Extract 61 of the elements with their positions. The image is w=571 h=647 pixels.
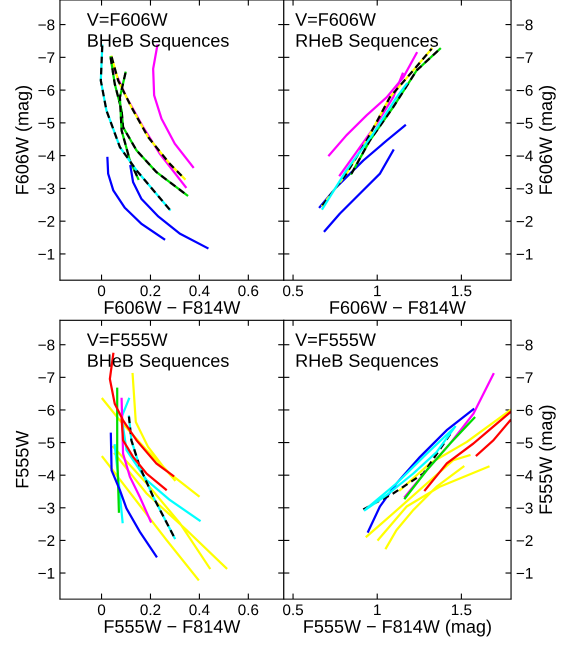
y-tick-label: −8 bbox=[516, 340, 533, 350]
y-tick-label: −8 bbox=[38, 340, 54, 350]
y-tick-label: −8 bbox=[516, 19, 533, 30]
x-tick-label: 1.5 bbox=[452, 604, 472, 616]
x-axis-title: F606W − F814W bbox=[104, 301, 240, 314]
y-tick-label: −2 bbox=[516, 216, 533, 227]
y-tick-label: −2 bbox=[38, 535, 54, 546]
x-tick-label: 0.5 bbox=[283, 285, 304, 296]
annotation: BHeB Sequences bbox=[88, 34, 229, 50]
x-tick-label: 0.2 bbox=[140, 604, 160, 616]
x-tick-label: 0.5 bbox=[283, 604, 304, 616]
x-tick-label: 0.6 bbox=[238, 604, 258, 616]
y-tick-label: −6 bbox=[516, 404, 533, 416]
y-tick-label: −1 bbox=[516, 248, 533, 260]
y-tick-label: −4 bbox=[516, 150, 533, 162]
y-tick-label: −7 bbox=[516, 372, 533, 383]
y-tick-label: −1 bbox=[38, 568, 54, 579]
y-tick-label: −8 bbox=[38, 19, 54, 30]
x-tick-label: 0 bbox=[98, 285, 106, 296]
y-tick-label: −3 bbox=[38, 502, 54, 514]
y-tick-label: −2 bbox=[516, 535, 533, 546]
y-tick-label: −5 bbox=[516, 438, 533, 448]
x-axis-title: F555W − F814W bbox=[104, 620, 240, 633]
y-tick-label: −6 bbox=[38, 404, 54, 416]
y-tick-label: −4 bbox=[38, 150, 55, 162]
y-tick-label: −3 bbox=[516, 183, 533, 194]
x-axis-title: F555W − F814W (mag) bbox=[304, 620, 491, 636]
annotation: RHeB Sequences bbox=[296, 354, 438, 371]
y-tick-label: −6 bbox=[516, 84, 533, 96]
x-tick-label: 0.6 bbox=[238, 285, 258, 296]
y-tick-label: −1 bbox=[516, 568, 533, 579]
annotation: RHeB Sequences bbox=[296, 34, 438, 50]
y-axis-title: F606W (mag) bbox=[538, 86, 556, 194]
x-tick-label: 0.2 bbox=[140, 285, 160, 296]
annotation: V=F606W bbox=[86, 13, 168, 26]
y-tick-label: −2 bbox=[38, 216, 54, 227]
x-tick-label: 0.4 bbox=[189, 604, 210, 616]
x-tick-label: 1.5 bbox=[452, 286, 472, 296]
y-tick-label: −5 bbox=[38, 438, 54, 448]
annotation: V=F555W bbox=[295, 333, 376, 346]
x-tick-label: 0.4 bbox=[189, 285, 210, 296]
y-tick-label: −7 bbox=[38, 52, 54, 63]
y-tick-label: −4 bbox=[38, 470, 55, 481]
y-tick-label: −1 bbox=[38, 248, 54, 260]
y-tick-label: −7 bbox=[38, 372, 54, 383]
x-tick-label: 1 bbox=[374, 286, 381, 296]
annotation: V=F555W bbox=[86, 333, 168, 346]
y-tick-label: −3 bbox=[38, 183, 54, 194]
x-tick-label: 0 bbox=[98, 604, 106, 616]
y-tick-label: −5 bbox=[516, 118, 533, 129]
y-tick-label: −6 bbox=[38, 84, 54, 96]
y-axis-title: F555W (mag) bbox=[538, 406, 556, 514]
x-tick-label: 1 bbox=[374, 604, 381, 616]
y-axis-title: F555W bbox=[16, 430, 29, 488]
y-tick-label: −4 bbox=[516, 470, 533, 481]
annotation: V=F606W bbox=[295, 13, 376, 26]
y-tick-label: −5 bbox=[38, 118, 54, 129]
y-tick-label: −3 bbox=[516, 502, 533, 514]
y-axis-title: F606W (mag) bbox=[15, 86, 32, 194]
x-axis-title: F606W − F814W bbox=[330, 301, 466, 314]
y-tick-label: −7 bbox=[516, 52, 533, 63]
